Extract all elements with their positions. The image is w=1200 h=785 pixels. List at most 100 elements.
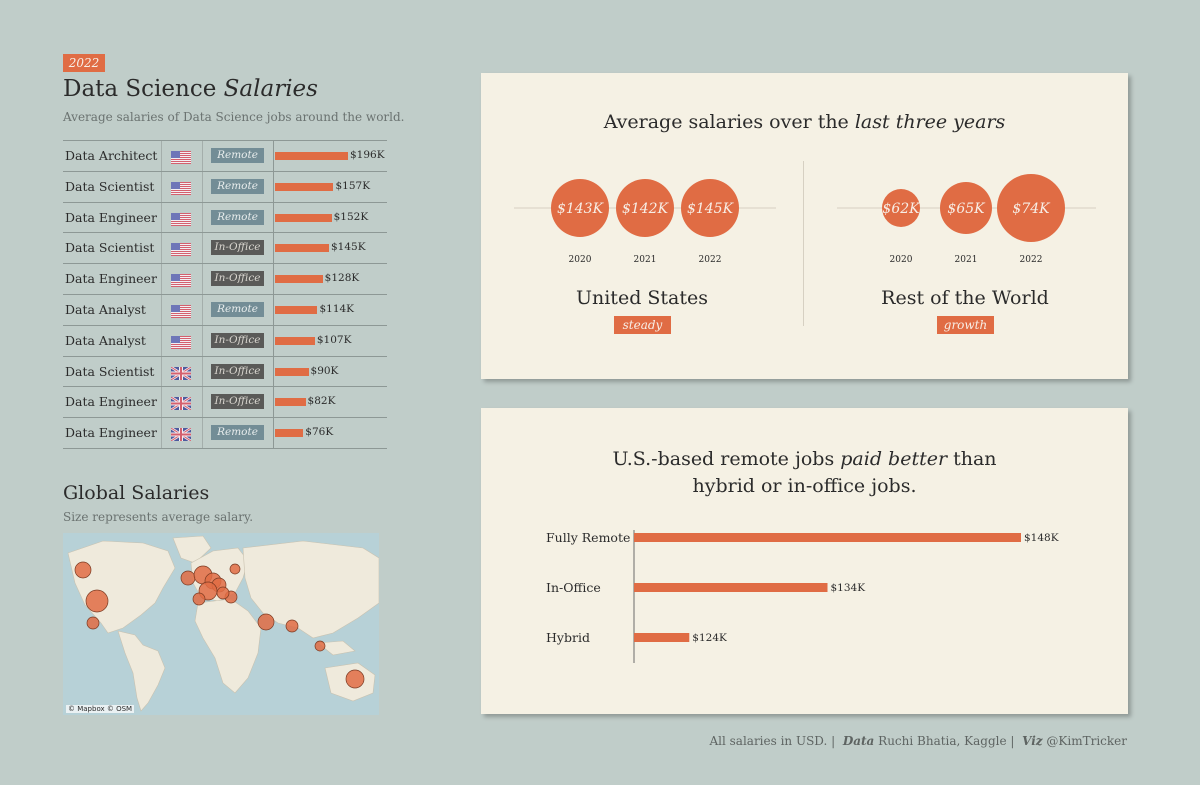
salary-bar bbox=[275, 152, 348, 160]
salary-label: $128K bbox=[324, 272, 360, 285]
work-mode-badge: In-Office bbox=[211, 240, 264, 256]
column-divider bbox=[273, 294, 274, 325]
column-divider bbox=[202, 418, 203, 448]
salary-label: $114K bbox=[319, 302, 355, 315]
bar-value-label: $124K bbox=[692, 632, 727, 644]
salary-label: $196K bbox=[350, 149, 385, 161]
work-mode-badge: Remote bbox=[211, 301, 264, 317]
salary-bar bbox=[275, 182, 334, 191]
category-label: Hybrid bbox=[546, 630, 590, 645]
column-divider bbox=[161, 356, 162, 387]
work-mode-badge: In-Office bbox=[211, 363, 264, 379]
salary-location-dot bbox=[314, 640, 326, 652]
salary-bar bbox=[275, 305, 318, 314]
year-tick-label: 2020 bbox=[569, 255, 592, 265]
row-label: Rest of the World bbox=[881, 287, 1049, 309]
world-map[interactable]: © Mapbox © OSM bbox=[63, 533, 379, 715]
job-title: Data Engineer bbox=[65, 394, 157, 410]
table-row: Data Engineer In-Office $128K bbox=[63, 263, 387, 294]
trend-title-plain: Average salaries over the bbox=[603, 111, 849, 133]
bubble-value-label: $62K bbox=[882, 201, 921, 217]
column-divider bbox=[161, 418, 162, 448]
year-tick-label: 2021 bbox=[634, 255, 657, 265]
column-divider bbox=[273, 387, 274, 418]
bubble-value-label: $142K bbox=[622, 201, 670, 217]
column-divider bbox=[202, 171, 203, 202]
us-flag-icon bbox=[171, 272, 191, 288]
us-flag-icon bbox=[171, 180, 191, 195]
column-divider bbox=[202, 233, 203, 264]
table-row: Data Analyst In-Office $107K bbox=[63, 324, 387, 356]
column-divider bbox=[161, 325, 162, 356]
us-flag-icon bbox=[171, 211, 191, 226]
work-mode-badge: In-Office bbox=[211, 394, 264, 410]
salary-bar bbox=[275, 367, 309, 376]
job-title: Data Analyst bbox=[65, 332, 146, 348]
column-divider bbox=[161, 387, 162, 418]
salary-bar bbox=[275, 275, 323, 284]
job-title: Data Architect bbox=[65, 148, 158, 163]
remote-card: U.S.-based remote jobs paid better than … bbox=[481, 408, 1128, 714]
remote-title-end: than bbox=[953, 448, 997, 470]
trend-title: Average salaries over the last three yea… bbox=[481, 111, 1128, 133]
salary-label: $157K bbox=[335, 179, 371, 192]
job-title: Data Engineer bbox=[65, 425, 157, 441]
footer-viz-label: Viz bbox=[1022, 734, 1043, 748]
work-mode-badge: In-Office bbox=[211, 271, 264, 287]
column-divider bbox=[273, 202, 274, 233]
work-mode-badge: Remote bbox=[211, 209, 264, 225]
salary-bubble bbox=[681, 179, 739, 237]
footer-viz-value: @KimTricker bbox=[1046, 734, 1127, 748]
table-row: Data Engineer Remote $76K bbox=[63, 417, 387, 449]
column-divider bbox=[202, 141, 203, 171]
us-label: United States bbox=[575, 287, 709, 309]
column-divider bbox=[161, 202, 162, 233]
job-title: Data Engineer bbox=[65, 271, 157, 287]
work-mode-bar bbox=[634, 633, 690, 642]
us-flag-icon bbox=[171, 303, 191, 318]
salary-bar bbox=[275, 398, 306, 407]
column-divider bbox=[202, 387, 203, 418]
work-mode-bar bbox=[634, 583, 828, 592]
column-divider bbox=[273, 264, 274, 294]
salary-location-dot bbox=[257, 613, 275, 631]
world-map-graphic bbox=[63, 533, 379, 715]
year-tick-label: 2021 bbox=[955, 255, 978, 265]
bubble-value-label: $143K bbox=[557, 201, 605, 217]
column-divider bbox=[273, 171, 274, 202]
work-mode-badge: Remote bbox=[211, 425, 264, 441]
column-divider bbox=[202, 325, 203, 356]
trend-card: Average salaries over the last three yea… bbox=[481, 73, 1128, 379]
salary-bubble bbox=[616, 179, 674, 237]
salary-label: $82K bbox=[307, 395, 336, 408]
table-row: Data Engineer In-Office $82K bbox=[63, 386, 387, 418]
table-row: Data Engineer Remote $152K bbox=[63, 201, 387, 233]
table-row: Data Scientist In-Office $145K bbox=[63, 232, 387, 264]
column-divider bbox=[202, 356, 203, 387]
us-flag-icon bbox=[171, 149, 191, 164]
salary-label: $76K bbox=[305, 426, 334, 439]
salary-label: $145K bbox=[331, 241, 366, 254]
salary-location-dot bbox=[345, 669, 365, 689]
salary-label: $90K bbox=[310, 364, 339, 377]
map-credit: © Mapbox © OSM bbox=[66, 705, 135, 713]
table-row: Data Scientist Remote $157K bbox=[63, 170, 387, 202]
column-divider bbox=[161, 141, 162, 171]
global-title: Global Salaries bbox=[63, 482, 210, 504]
remote-title-line1: U.S.-based remote jobs paid better than bbox=[481, 448, 1128, 470]
job-title: Data Analyst bbox=[65, 301, 146, 317]
salary-bar bbox=[275, 336, 315, 345]
column-divider bbox=[273, 141, 274, 171]
salary-location-dot bbox=[86, 616, 100, 630]
year-tag: 2022 bbox=[63, 54, 105, 72]
year-tick-label: 2022 bbox=[1020, 255, 1043, 265]
work-mode-badge: Remote bbox=[211, 178, 264, 194]
salary-bubble bbox=[551, 179, 609, 237]
year-tick-label: 2022 bbox=[699, 255, 722, 265]
salary-bubble bbox=[940, 182, 992, 234]
salary-location-dot bbox=[216, 586, 230, 600]
work-mode-bar bbox=[634, 533, 1021, 542]
job-title: Data Scientist bbox=[65, 178, 155, 194]
table-row: Data Architect Remote $196K bbox=[63, 140, 387, 171]
salary-location-dot bbox=[85, 589, 109, 613]
